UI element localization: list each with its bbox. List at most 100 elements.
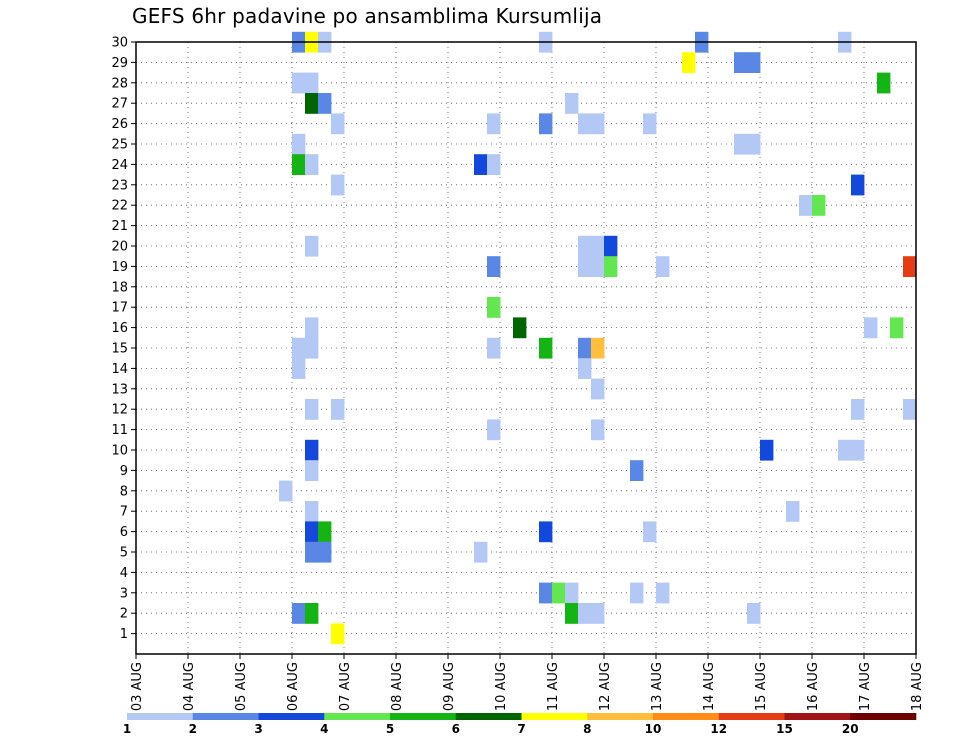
heatmap-cell <box>305 317 319 339</box>
y-tick-label: 7 <box>120 505 128 520</box>
heatmap-cell <box>734 52 748 73</box>
legend-label: 7 <box>517 722 525 736</box>
heatmap-cell <box>552 582 566 604</box>
heatmap-cell <box>578 603 592 624</box>
heatmap-cell <box>487 297 501 318</box>
legend-label: 3 <box>254 722 262 736</box>
heatmap-cell <box>292 154 306 175</box>
y-tick-label: 10 <box>111 444 128 459</box>
color-legend: 1 2 3 4 5 6 7 8 10 12 15 20 <box>123 713 917 736</box>
y-tick-label: 20 <box>111 240 128 255</box>
x-tick-label: 12 AUG <box>598 662 613 711</box>
heatmap-cell <box>578 337 592 359</box>
y-tick-label: 13 <box>111 382 128 397</box>
heatmap-cell <box>487 419 501 441</box>
legend-label: 5 <box>386 722 394 736</box>
legend-swatch <box>784 713 851 720</box>
heatmap-cell <box>279 480 293 502</box>
heatmap-cell <box>292 133 306 155</box>
y-tick-label: 26 <box>111 117 128 132</box>
heatmap-cell <box>539 337 553 359</box>
y-tick-label: 22 <box>111 199 128 214</box>
y-tick-label: 21 <box>111 219 128 234</box>
legend-label: 12 <box>710 722 727 736</box>
x-tick-label: 07 AUG <box>338 662 353 711</box>
heatmap-cell <box>643 521 657 543</box>
legend-swatch <box>390 713 457 720</box>
heatmap-cell <box>591 256 605 277</box>
heatmap-cell <box>474 154 488 175</box>
legend-label: 6 <box>452 722 460 736</box>
legend-swatch <box>455 713 522 720</box>
legend-swatch <box>127 713 194 720</box>
heatmap-cell <box>305 603 319 624</box>
y-tick-label: 4 <box>120 566 128 581</box>
y-tick-label: 30 <box>111 36 128 51</box>
x-tick-label: 13 AUG <box>650 662 665 711</box>
heatmap-cell <box>799 195 813 216</box>
heatmap-cell <box>331 399 345 420</box>
heatmap-cell <box>903 399 917 420</box>
y-tick-label: 14 <box>111 362 128 377</box>
heatmap-cell <box>643 113 657 135</box>
heatmap-cell <box>565 603 579 624</box>
x-tick-label: 06 AUG <box>286 662 301 711</box>
legend-swatch <box>192 713 259 720</box>
heatmap-cell <box>747 52 761 73</box>
heatmap-cell <box>864 317 878 339</box>
heatmap-cell <box>851 399 865 420</box>
heatmap-cell <box>838 439 852 461</box>
heatmap-cell <box>318 93 332 114</box>
y-tick-label: 16 <box>111 321 128 336</box>
x-tick-label: 04 AUG <box>182 662 197 711</box>
grid-lines <box>136 42 916 654</box>
heatmap-cell <box>539 521 553 543</box>
heatmap-cell <box>786 501 800 522</box>
y-tick-label: 12 <box>111 403 128 418</box>
y-tick-label: 9 <box>120 464 128 479</box>
legend-swatch <box>850 713 917 720</box>
y-tick-label: 29 <box>111 56 128 71</box>
heatmap-cell <box>539 582 553 604</box>
heatmap-cell <box>331 623 345 645</box>
y-tick-label: 19 <box>111 260 128 275</box>
heatmap-cell <box>630 460 644 481</box>
x-tick-label: 10 AUG <box>494 662 509 711</box>
heatmap-cell <box>591 235 605 257</box>
heatmap-cell <box>604 235 618 257</box>
heatmap-cell <box>851 174 865 196</box>
legend-swatch <box>587 713 654 720</box>
y-tick-label: 24 <box>111 158 128 173</box>
heatmap-cell <box>682 52 696 73</box>
heatmap-cell <box>578 256 592 277</box>
legend-label: 20 <box>842 722 859 736</box>
heatmap-cell <box>487 337 501 359</box>
x-tick-label: 14 AUG <box>702 662 717 711</box>
heatmap-cell <box>812 195 826 216</box>
y-tick-label: 28 <box>111 76 128 91</box>
heatmap-cell <box>513 317 527 339</box>
heatmap-cell <box>851 439 865 461</box>
heatmap-cell <box>305 521 319 543</box>
heatmap-cell <box>331 174 345 196</box>
heatmap-cell <box>747 603 761 624</box>
x-tick-label: 16 AUG <box>806 662 821 711</box>
y-tick-label: 17 <box>111 301 128 316</box>
heatmap-cell <box>565 93 579 114</box>
x-tick-label: 03 AUG <box>130 662 145 711</box>
y-tick-label: 25 <box>111 138 128 153</box>
heatmap-cell <box>305 460 319 481</box>
y-tick-label: 6 <box>120 525 128 540</box>
heatmap-cell <box>305 154 319 175</box>
heatmap-cell <box>903 256 917 277</box>
legend-label: 2 <box>189 722 197 736</box>
heatmap-cell <box>591 337 605 359</box>
y-tick-label: 1 <box>120 627 128 642</box>
legend-swatch <box>653 713 720 720</box>
heatmap-cell <box>656 582 670 604</box>
heatmap-cell <box>305 501 319 522</box>
heatmap-cell <box>305 72 319 94</box>
y-tick-label: 5 <box>120 546 128 561</box>
x-tick-label: 18 AUG <box>910 662 925 711</box>
heatmap-cell <box>578 358 592 379</box>
